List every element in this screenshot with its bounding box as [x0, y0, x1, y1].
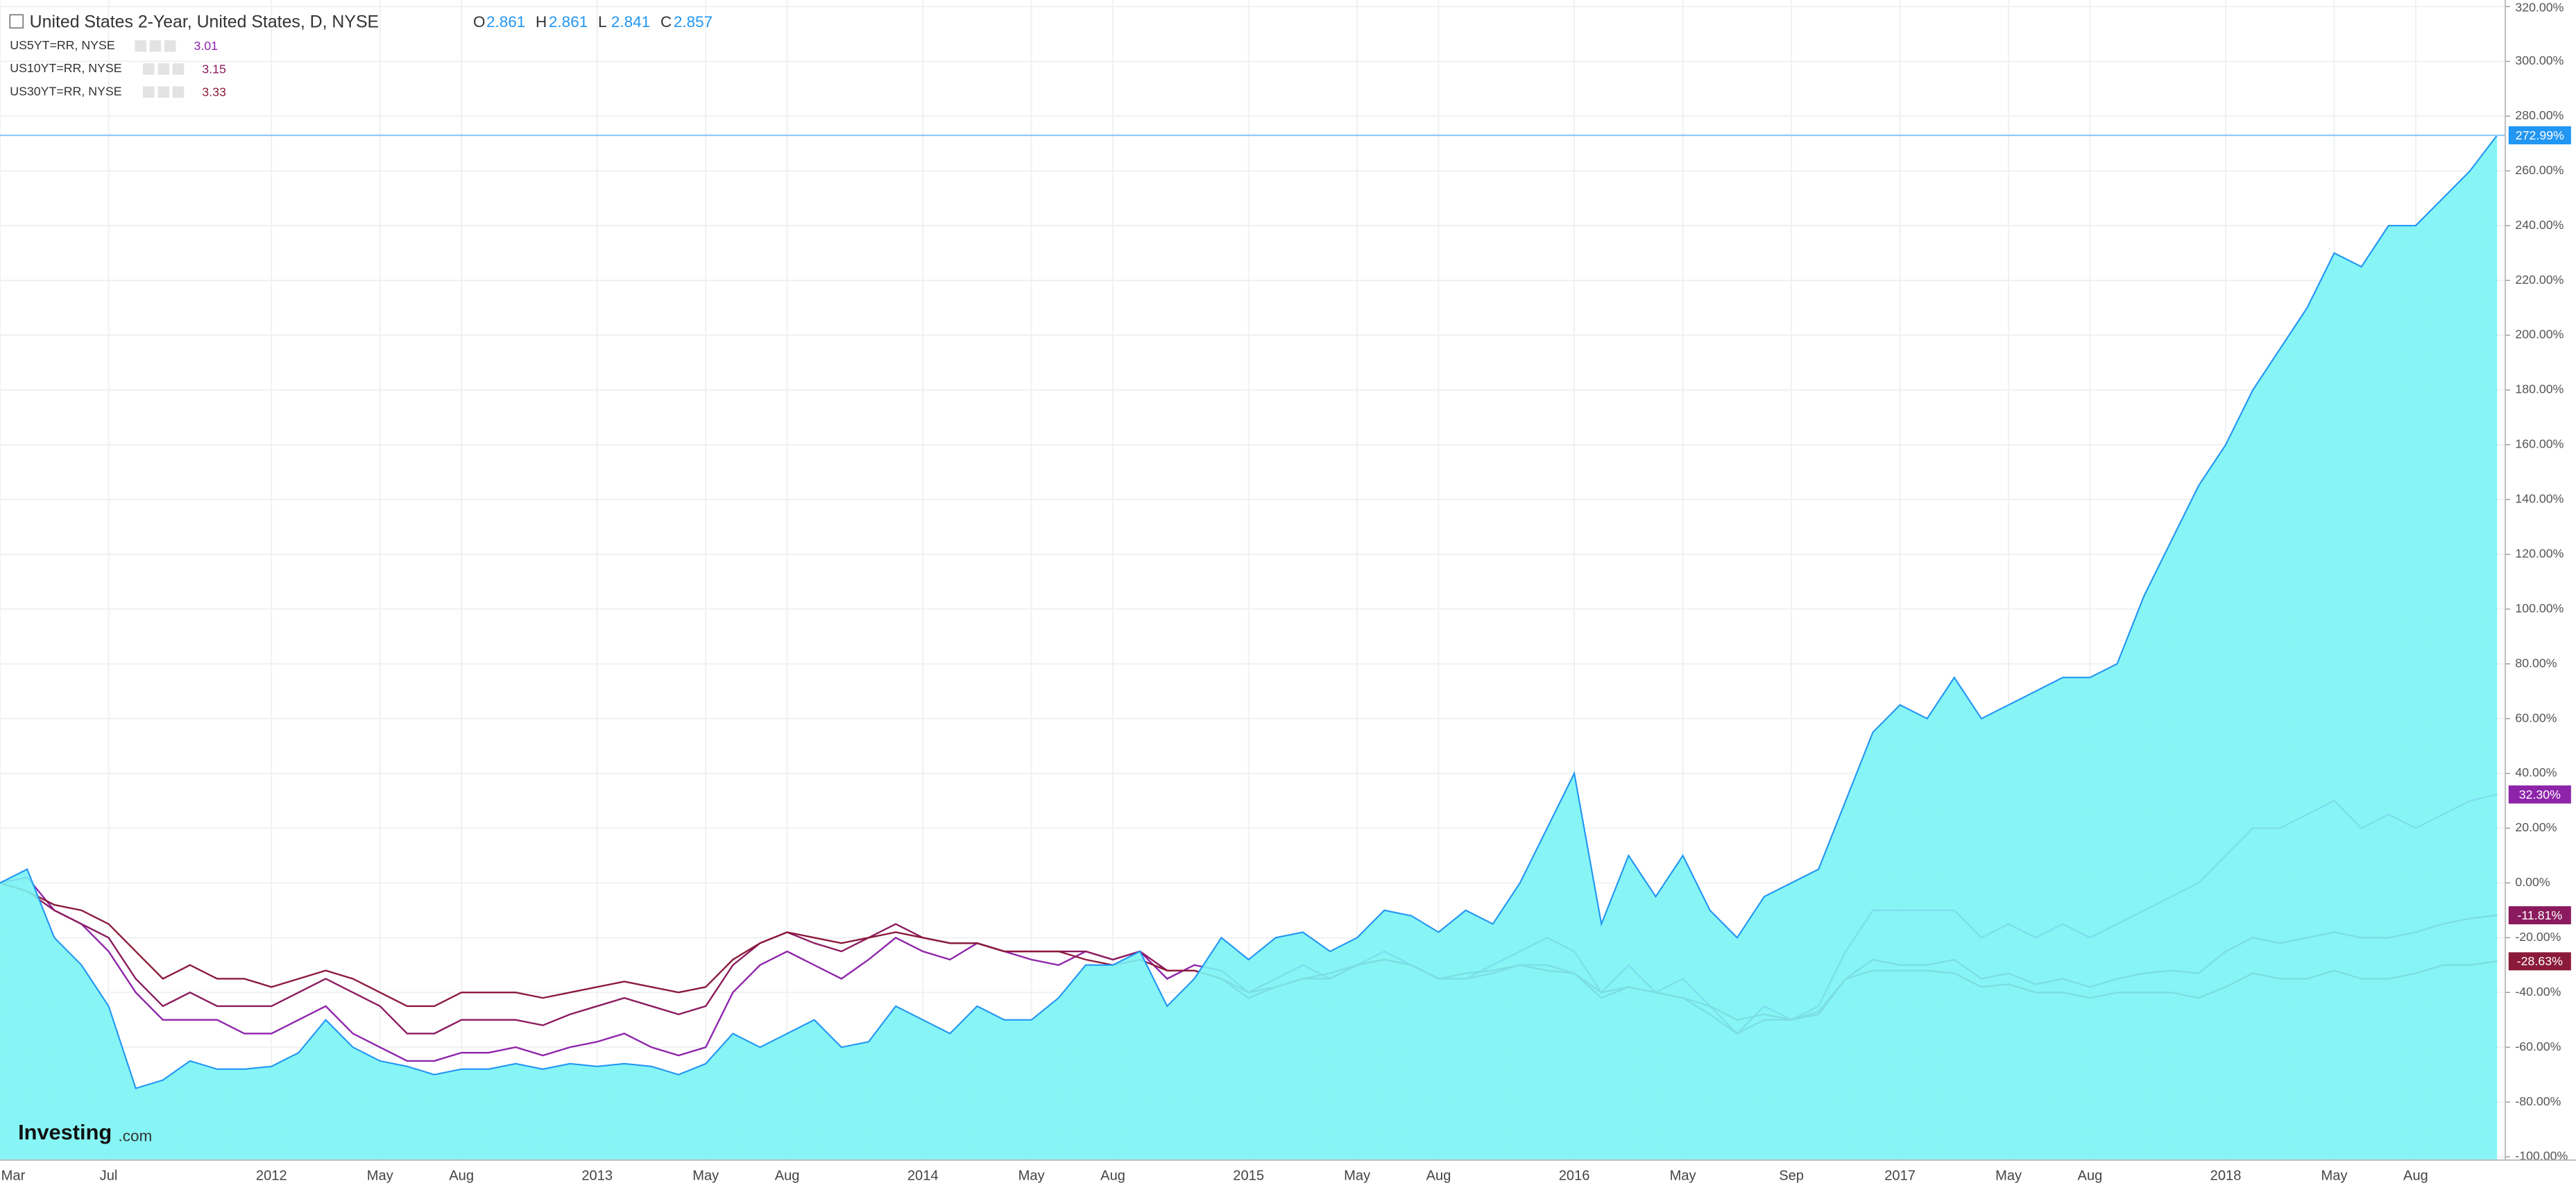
y-tick-label: 0.00%: [2515, 875, 2550, 889]
x-tick-label: May: [1995, 1169, 2022, 1184]
price-badge-label: 32.30%: [2519, 788, 2561, 801]
legend-value: 3.15: [202, 62, 226, 76]
x-tick-label: 2013: [581, 1169, 613, 1184]
y-tick-label: 200.00%: [2515, 328, 2564, 341]
x-tick-label: 2017: [1884, 1169, 1916, 1184]
y-tick-label: 80.00%: [2515, 656, 2557, 670]
y-tick-label: 100.00%: [2515, 601, 2564, 615]
ohlc-name: O: [473, 13, 485, 31]
price-badge-label: -28.63%: [2517, 954, 2563, 968]
legend-name: US5YT=RR, NYSE: [10, 38, 115, 52]
legend-value: 3.01: [194, 39, 218, 53]
price-badge: [2508, 906, 2571, 924]
legend-icon: [157, 63, 169, 75]
ohlc-value: 2.841: [611, 13, 650, 31]
watermark-suffix: .com: [119, 1128, 153, 1145]
x-tick-label: May: [2321, 1169, 2348, 1184]
legend-value: 3.33: [202, 85, 226, 99]
collapse-icon: [9, 14, 24, 29]
ohlc-value: 2.861: [549, 13, 588, 31]
ohlc-name: C: [660, 13, 672, 31]
y-tick-label: 260.00%: [2515, 163, 2564, 177]
x-tick-label: Sep: [1779, 1169, 1804, 1184]
y-tick-label: -80.00%: [2515, 1094, 2561, 1108]
x-tick-label: Aug: [1100, 1169, 1125, 1184]
x-tick-label: Aug: [775, 1169, 800, 1184]
x-tick-label: May: [1344, 1169, 1371, 1184]
y-tick-label: 320.00%: [2515, 1, 2564, 15]
legend-icon: [164, 40, 176, 52]
ohlc-name: H: [536, 13, 547, 31]
ohlc-value: 2.861: [486, 13, 525, 31]
x-tick-label: Aug: [2403, 1169, 2428, 1184]
series-area: [0, 135, 2498, 1160]
x-tick-label: Aug: [1426, 1169, 1451, 1184]
y-tick-label: -20.00%: [2515, 930, 2561, 944]
legend-icon: [143, 63, 155, 75]
x-tick-label: 2018: [2210, 1169, 2242, 1184]
x-tick-label: Jul: [100, 1169, 118, 1184]
price-badge-label: -11.81%: [2517, 908, 2562, 922]
legend-name: US30YT=RR, NYSE: [10, 84, 121, 98]
legend-name: US10YT=RR, NYSE: [10, 61, 121, 75]
y-tick-label: 160.00%: [2515, 437, 2564, 451]
price-badge: [2508, 126, 2571, 145]
x-tick-label: Aug: [449, 1169, 474, 1184]
legend-icon: [149, 40, 162, 52]
x-tick-label: Aug: [2078, 1169, 2103, 1184]
y-tick-label: 120.00%: [2515, 546, 2564, 560]
x-tick-label: May: [1018, 1169, 1046, 1184]
y-tick-label: 300.00%: [2515, 53, 2564, 67]
x-tick-label: May: [367, 1169, 394, 1184]
x-tick-label: May: [1670, 1169, 1697, 1184]
y-tick-label: 40.00%: [2515, 765, 2557, 779]
y-tick-label: 220.00%: [2515, 273, 2564, 287]
y-tick-label: 140.00%: [2515, 492, 2564, 506]
watermark-brand: Investing: [18, 1120, 112, 1144]
legend-icon: [143, 86, 155, 98]
x-tick-label: May: [692, 1169, 719, 1184]
ohlc-value: 2.857: [674, 13, 713, 31]
x-tick-label: Mar: [1, 1169, 26, 1184]
y-tick-label: -60.00%: [2515, 1040, 2561, 1053]
ohlc-name: L: [598, 13, 607, 31]
legend-icon: [172, 86, 185, 98]
x-tick-label: 2012: [256, 1169, 287, 1184]
legend-icon: [135, 40, 146, 52]
legend-icon: [172, 63, 185, 75]
x-tick-label: 2015: [1233, 1169, 1264, 1184]
y-tick-label: 180.00%: [2515, 382, 2564, 396]
y-tick-label: 60.00%: [2515, 711, 2557, 724]
y-tick-label: 20.00%: [2515, 820, 2557, 834]
x-tick-label: 2016: [1559, 1169, 1590, 1184]
y-tick-label: 240.00%: [2515, 218, 2564, 232]
series-line: [0, 135, 2498, 1089]
chart-title: United States 2-Year, United States, D, …: [30, 12, 379, 32]
price-badge-label: 272.99%: [2516, 128, 2564, 142]
price-badge: [2508, 785, 2571, 804]
x-tick-label: 2014: [907, 1169, 939, 1184]
legend-icon: [157, 86, 169, 98]
y-tick-label: -100.00%: [2515, 1149, 2568, 1163]
y-tick-label: -40.00%: [2515, 985, 2561, 999]
price-badge: [2508, 952, 2571, 971]
y-tick-label: 280.00%: [2515, 108, 2564, 122]
